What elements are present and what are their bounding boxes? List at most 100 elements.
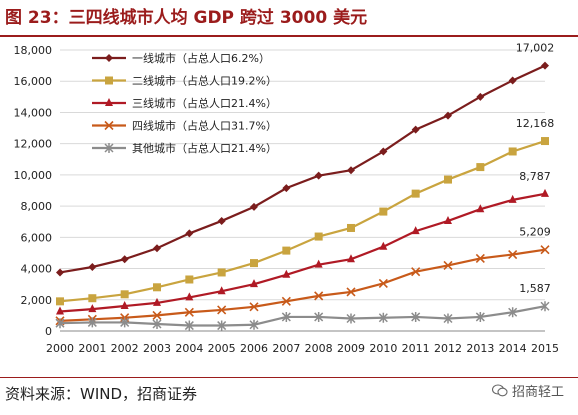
data-point — [379, 147, 388, 156]
data-point — [379, 241, 388, 250]
data-point — [508, 249, 518, 260]
data-point — [120, 301, 129, 310]
data-point — [346, 313, 356, 324]
end-data-label: 12,168 — [516, 117, 555, 130]
data-point — [347, 166, 355, 175]
x-tick-label: 2007 — [272, 342, 300, 355]
data-point — [217, 286, 226, 295]
data-point — [88, 294, 97, 303]
legend-label: 四线城市（占总人口31.7%） — [132, 119, 277, 133]
end-data-label: 8,787 — [519, 170, 551, 183]
data-point — [56, 306, 64, 315]
source-divider — [0, 377, 578, 378]
data-point — [346, 287, 356, 297]
x-tick-label: 2005 — [208, 342, 236, 355]
x-tick-label: 2011 — [402, 342, 430, 355]
data-point — [444, 111, 452, 120]
legend-marker — [104, 120, 114, 131]
x-tick-label: 2009 — [337, 342, 365, 355]
x-tick-label: 2008 — [305, 342, 333, 355]
legend-marker — [105, 76, 113, 85]
data-point — [56, 268, 64, 277]
data-point — [281, 296, 291, 306]
data-point — [508, 194, 517, 203]
data-point — [540, 301, 550, 312]
y-tick-label: 16,000 — [14, 75, 53, 88]
data-point — [314, 259, 323, 268]
data-point — [314, 311, 324, 322]
data-point — [476, 204, 485, 213]
series-line — [59, 305, 546, 327]
data-point — [378, 312, 388, 323]
x-tick-label: 2003 — [143, 342, 171, 355]
data-point — [153, 244, 161, 253]
x-tick-label: 2014 — [499, 342, 527, 355]
data-point — [476, 163, 485, 172]
x-tick-label: 2010 — [369, 342, 397, 355]
data-point — [314, 291, 324, 301]
data-point — [475, 311, 485, 322]
x-tick-label: 2013 — [466, 342, 494, 355]
data-point — [347, 254, 355, 263]
data-point — [250, 259, 258, 268]
data-point — [249, 319, 259, 330]
data-point — [314, 232, 323, 241]
end-data-label: 1,587 — [519, 282, 551, 295]
y-tick-label: 0 — [45, 325, 52, 338]
data-point — [120, 290, 129, 299]
data-point — [153, 283, 161, 292]
line-chart: 0 2,000 4,000 6,000 8,000 10,000 12,000 14,000 1… — [14, 42, 560, 355]
data-point — [184, 320, 194, 331]
series-line — [59, 248, 546, 322]
data-point — [185, 292, 194, 301]
data-point — [379, 207, 388, 216]
data-point — [185, 275, 194, 284]
data-point — [378, 278, 388, 288]
data-point — [282, 269, 291, 278]
data-point — [411, 189, 420, 198]
source-note: 资料来源：WIND，招商证券 — [5, 385, 198, 403]
data-point — [250, 279, 258, 288]
y-tick-label: 2,000 — [21, 294, 53, 307]
series-line — [59, 64, 546, 274]
data-point — [152, 318, 162, 329]
x-tick-label: 2015 — [531, 342, 559, 355]
y-tick-label: 4,000 — [21, 263, 53, 276]
data-point — [347, 223, 355, 232]
data-point — [281, 311, 291, 322]
series-line — [59, 139, 546, 303]
data-point — [476, 92, 485, 101]
data-point — [217, 268, 226, 277]
x-tick-label: 2000 — [46, 342, 74, 355]
data-point — [217, 320, 227, 331]
watermark-text: 招商轻工 — [511, 385, 564, 400]
legend-label: 一线城市（占总人口6.2%） — [132, 51, 270, 65]
y-tick-label: 18,000 — [14, 44, 53, 57]
x-tick-label: 2012 — [434, 342, 462, 355]
wechat-icon — [491, 384, 508, 397]
watermark: 招商轻工 — [491, 381, 564, 400]
data-point — [153, 297, 161, 306]
data-point — [444, 215, 452, 224]
data-point — [217, 216, 226, 225]
data-point — [541, 137, 549, 146]
data-point — [152, 310, 162, 320]
end-data-label: 17,002 — [516, 42, 555, 55]
legend-label: 三线城市（占总人口21.4%） — [132, 96, 277, 110]
series-line — [59, 192, 546, 313]
data-point — [541, 61, 549, 70]
data-point — [282, 246, 291, 255]
title-divider — [0, 35, 578, 37]
data-point — [185, 229, 194, 238]
data-point — [444, 175, 452, 184]
data-point — [55, 318, 65, 329]
data-point — [541, 188, 549, 197]
data-point — [87, 317, 97, 328]
y-tick-label: 12,000 — [14, 138, 53, 151]
x-tick-label: 2004 — [175, 342, 203, 355]
y-tick-label: 10,000 — [14, 169, 53, 182]
data-point — [120, 317, 130, 328]
data-point — [184, 307, 194, 317]
data-point — [217, 305, 227, 315]
data-point — [508, 307, 518, 318]
